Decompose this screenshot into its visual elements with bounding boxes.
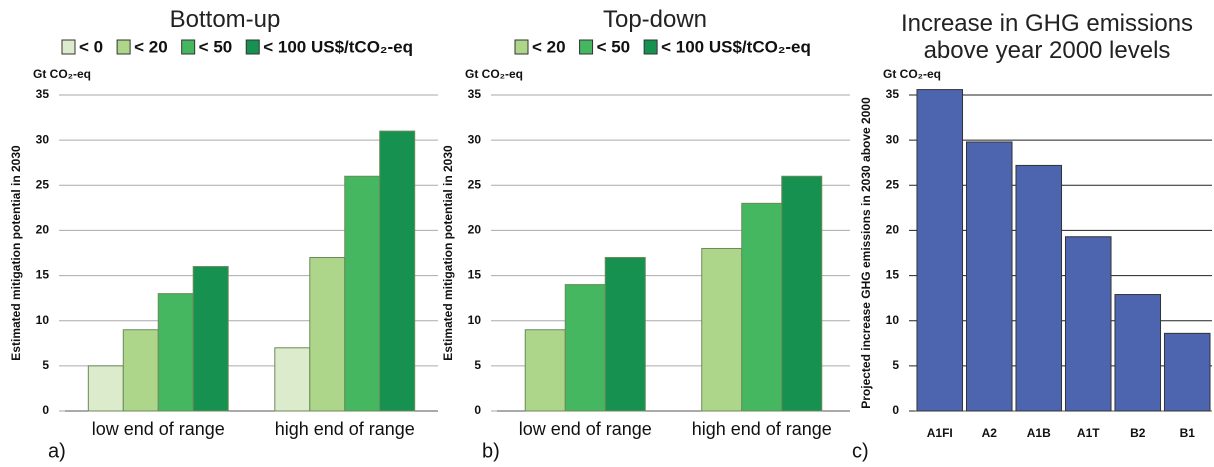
x-tick-label: high end of range [275, 419, 415, 439]
y-tick-label: 20 [886, 223, 900, 237]
y-axis-label: Estimated mitigation potential in 2030 [9, 145, 23, 361]
legend-swatch [579, 39, 594, 55]
bar [274, 347, 311, 412]
y-tick-label: 0 [892, 403, 899, 417]
bar [1015, 164, 1063, 412]
y-tick-label: 20 [36, 223, 50, 237]
x-tick-label: A1T [1077, 426, 1100, 440]
panel-label: a) [48, 440, 66, 462]
y-tick-label: 35 [468, 87, 482, 101]
y-tick-label: 35 [36, 87, 50, 101]
y-tick-label: 30 [886, 132, 900, 146]
bar [916, 89, 964, 412]
chart-title: Increase in GHG emissions above year 200… [900, 10, 1194, 64]
x-tick-label: A1B [1027, 426, 1051, 440]
y-tick-label: 15 [886, 268, 900, 282]
bar [309, 257, 346, 412]
bar [157, 293, 194, 412]
unit-label: Gt CO₂-eq [465, 67, 523, 81]
y-tick-label: 5 [42, 358, 49, 372]
x-tick-label: high end of range [692, 419, 832, 439]
y-tick-label: 5 [474, 358, 481, 372]
y-tick-label: 10 [36, 313, 50, 327]
legend-swatch [245, 39, 260, 55]
bar [122, 329, 159, 412]
legend-label: < 20 [532, 37, 566, 56]
legend-swatch [181, 39, 196, 55]
legend-label: < 50 [597, 37, 631, 56]
bar [701, 247, 743, 412]
y-tick-label: 15 [36, 268, 50, 282]
y-tick-label: 20 [468, 223, 482, 237]
bar [1064, 236, 1112, 412]
chart-title: Top-down [602, 6, 708, 33]
y-tick-label: 25 [36, 177, 50, 191]
y-tick-label: 0 [42, 403, 49, 417]
bar [379, 130, 416, 412]
legend-label: < 100 US$/tCO₂-eq [661, 37, 811, 56]
y-tick-label: 25 [468, 177, 482, 191]
y-tick-label: 30 [468, 132, 482, 146]
panel-label: b) [482, 440, 500, 462]
y-tick-label: 30 [36, 132, 50, 146]
legend-label: < 20 [134, 37, 168, 56]
bar [344, 175, 381, 412]
x-tick-label: B1 [1180, 426, 1196, 440]
bar [87, 365, 124, 412]
y-tick-label: 10 [468, 313, 482, 327]
legend-label: < 50 [199, 37, 233, 56]
legend-swatch [116, 39, 131, 55]
unit-label: Gt CO₂-eq [883, 67, 941, 81]
x-tick-label: B2 [1130, 426, 1146, 440]
chart-title: Bottom-up [169, 6, 281, 33]
bar [192, 266, 229, 412]
y-axis-label: Estimated mitigation potential in 2030 [441, 145, 455, 361]
y-tick-label: 0 [474, 403, 481, 417]
y-tick-label: 35 [886, 87, 900, 101]
bar [781, 175, 823, 412]
x-tick-label: low end of range [92, 419, 225, 439]
bar [524, 329, 566, 412]
y-tick-label: 25 [886, 177, 900, 191]
x-tick-label: low end of range [519, 419, 652, 439]
legend-swatch [643, 39, 658, 55]
bar [564, 284, 606, 412]
x-tick-label: A2 [982, 426, 998, 440]
y-tick-label: 15 [468, 268, 482, 282]
legend-label: < 0 [79, 37, 103, 56]
bar [1114, 294, 1162, 412]
panel-label: c) [852, 440, 869, 462]
unit-label: Gt CO₂-eq [33, 67, 91, 81]
y-tick-label: 5 [892, 358, 899, 372]
bar [741, 202, 783, 412]
y-tick-label: 10 [886, 313, 900, 327]
x-tick-label: A1FI [927, 426, 953, 440]
bar [604, 257, 646, 412]
legend-label: < 100 US$/tCO₂-eq [263, 37, 413, 56]
y-axis-label: Projected increase GHG emissions in 2030… [859, 97, 873, 409]
legend-swatch [514, 39, 529, 55]
bar [1163, 332, 1211, 412]
bar [965, 141, 1013, 412]
legend-swatch [61, 39, 76, 55]
